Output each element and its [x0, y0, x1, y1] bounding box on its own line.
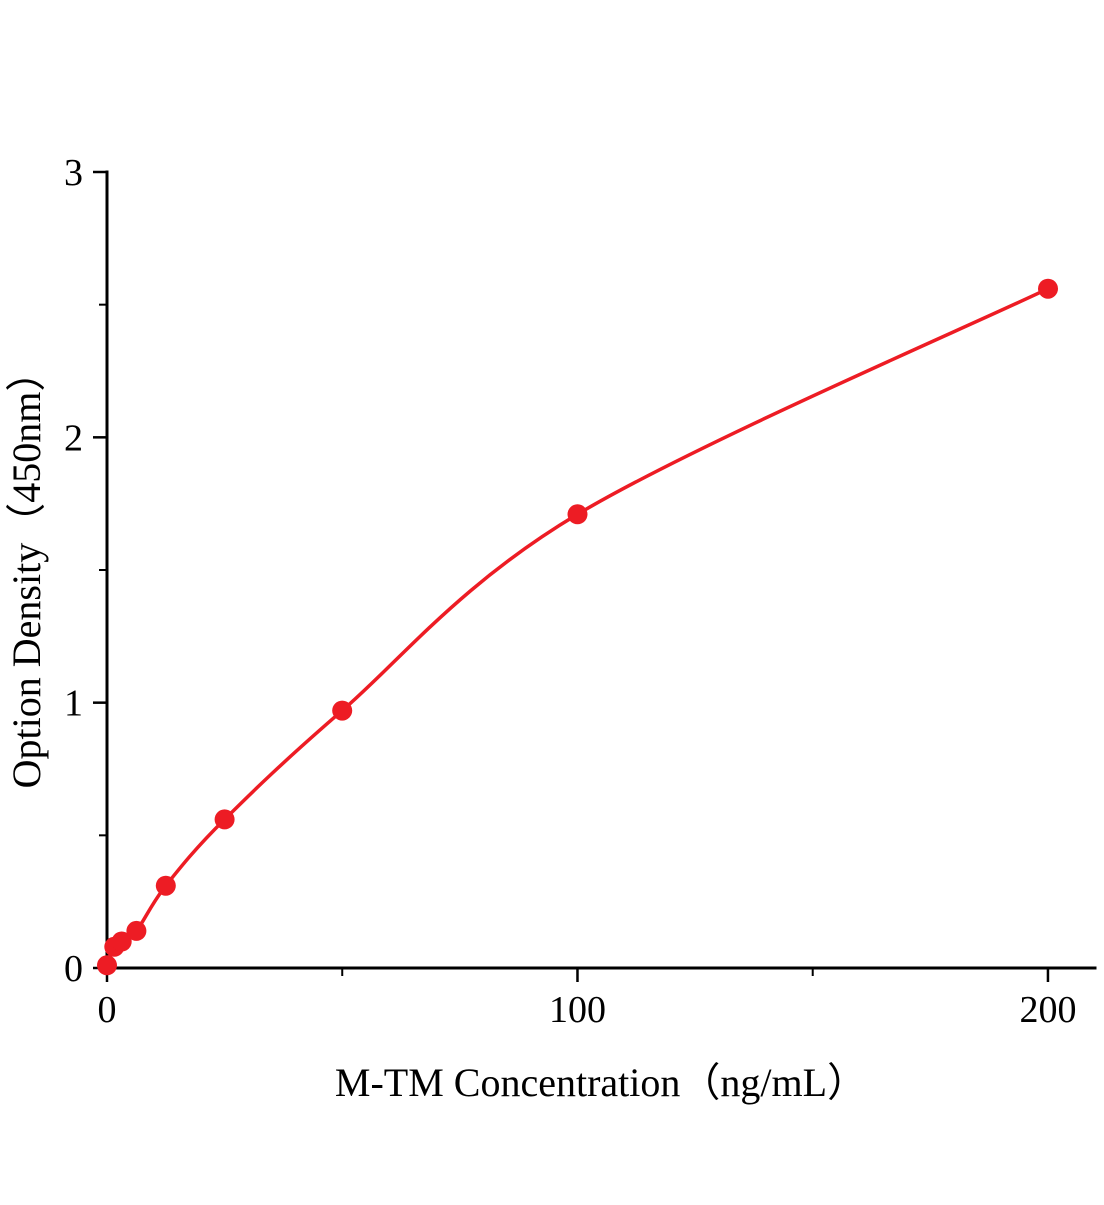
y-tick-label: 3	[64, 152, 83, 194]
data-point-marker	[214, 809, 235, 830]
data-point-marker	[97, 955, 117, 976]
data-point-marker	[155, 875, 176, 896]
data-point-marker	[111, 931, 132, 952]
y-axis-title: Option Density（450nm）	[4, 352, 49, 789]
y-tick-label: 1	[64, 683, 83, 725]
data-point-marker	[126, 920, 147, 941]
data-point-marker	[567, 504, 588, 525]
x-axis-title: M-TM Concentration（ng/mL）	[335, 1060, 867, 1105]
data-point-marker	[332, 700, 353, 721]
data-points	[97, 278, 1058, 976]
data-point-marker	[1038, 278, 1058, 299]
axes-lines	[105, 170, 1097, 970]
axis-tick-labels: 0 100 200 0 1 2 3	[64, 152, 1076, 1031]
x-tick-label: 100	[549, 989, 606, 1031]
fit-curve	[105, 286, 1050, 968]
y-tick-label: 2	[64, 417, 83, 459]
x-tick-label: 200	[1019, 989, 1076, 1031]
y-tick-label: 0	[64, 948, 83, 990]
x-tick-label: 0	[98, 989, 117, 1031]
axis-ticks	[93, 170, 1050, 982]
